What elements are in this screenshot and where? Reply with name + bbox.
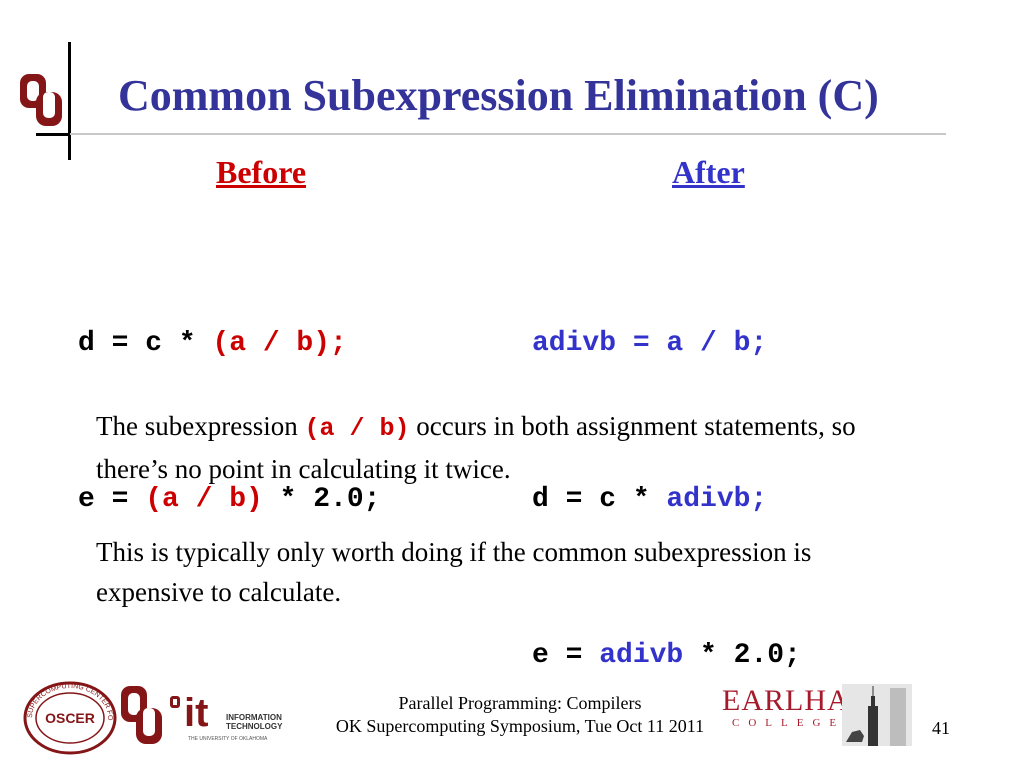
- before-code-line: e = (a / b) * 2.0;: [78, 484, 381, 515]
- slide-title: Common Subexpression Elimination (C): [118, 71, 879, 120]
- svg-text:THE UNIVERSITY OF OKLAHOMA: THE UNIVERSITY OF OKLAHOMA: [188, 736, 268, 742]
- before-code-block: d = c * (a / b); e = (a / b) * 2.0;: [78, 214, 380, 578]
- ou-logo: [20, 74, 62, 126]
- svg-text:TECHNOLOGY: TECHNOLOGY: [226, 722, 283, 731]
- page-number: 41: [932, 718, 950, 738]
- note-paragraph: This is typically only worth doing if th…: [96, 537, 812, 607]
- footer-course: Parallel Programming: Compilers: [398, 693, 642, 713]
- college-wordmark: COLLEGE: [732, 717, 846, 729]
- skyline-image: [842, 684, 912, 746]
- after-code-line: adivb = a / b;: [532, 328, 768, 359]
- footer-text: Parallel Programming: Compilers OK Super…: [300, 692, 740, 738]
- title-horizontal-rule: [36, 133, 946, 135]
- oscer-logo: SUPERCOMPUTING CENTER FOR EDUCATION & RE…: [22, 680, 117, 755]
- oscer-logo-text: OSCER: [45, 710, 95, 726]
- it-logo: it INFORMATION TECHNOLOGY THE UNIVERSITY…: [170, 691, 283, 742]
- explanation-paragraph: The subexpression (a / b) occurs in both…: [96, 411, 856, 484]
- before-code-line: d = c * (a / b);: [78, 328, 347, 359]
- after-code-line: d = c * adivb;: [532, 484, 768, 515]
- title-rule-accent: [36, 133, 70, 136]
- after-heading: After: [672, 154, 745, 190]
- footer-event: OK Supercomputing Symposium, Tue Oct 11 …: [335, 716, 705, 736]
- it-logo-mark: it: [184, 691, 208, 735]
- after-code-block: adivb = a / b; d = c * adivb; e = adivb …: [532, 214, 801, 734]
- after-code-line: e = adivb * 2.0;: [532, 640, 801, 671]
- ou-footer-logo: [121, 686, 162, 744]
- before-heading: Before: [216, 154, 307, 190]
- title-vertical-rule: [68, 42, 71, 160]
- svg-text:INFORMATION: INFORMATION: [226, 713, 282, 722]
